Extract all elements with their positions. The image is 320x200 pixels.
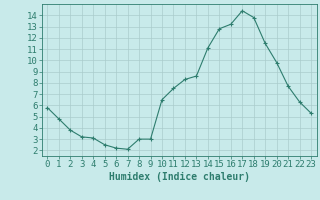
X-axis label: Humidex (Indice chaleur): Humidex (Indice chaleur) [109,172,250,182]
